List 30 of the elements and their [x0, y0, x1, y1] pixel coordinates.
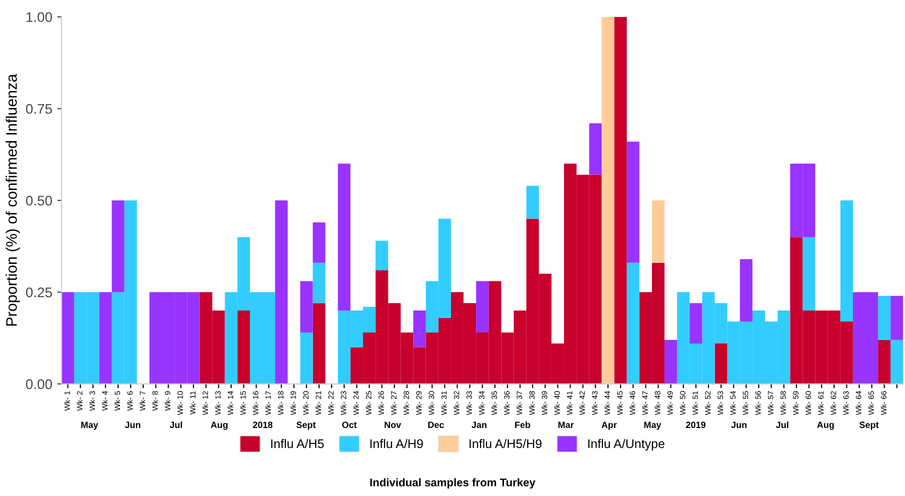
text: 2018	[252, 422, 272, 428]
y-axis-title: Proportion (%) of confirmed Influenza	[6, 74, 20, 326]
y-tick-label: 0.50	[26, 196, 52, 206]
text: 2019	[686, 422, 706, 428]
legend-label: Influ A/H5/H9	[470, 438, 542, 448]
text: Jul	[170, 421, 182, 428]
text: May	[81, 422, 98, 430]
legend-label: Influ A/H5	[271, 438, 324, 448]
text: Jan	[472, 422, 486, 428]
y-tick-label: 0.00	[26, 379, 52, 390]
y-tick-label: 0.75	[26, 104, 52, 114]
text: Individual samples from Turkey	[370, 478, 536, 489]
text: Sept	[296, 422, 316, 430]
text: May	[644, 422, 662, 430]
text: Nov	[384, 422, 402, 428]
text: Apr	[602, 422, 617, 430]
text: Jun	[124, 422, 140, 428]
text: Oct	[342, 422, 357, 428]
legend-label: Influ A/Untype	[588, 438, 664, 451]
text: Feb	[515, 421, 530, 428]
text: Jun	[731, 422, 747, 428]
y-tick-label: 0.25	[26, 287, 52, 298]
text: Aug	[210, 422, 228, 430]
text: Mar	[558, 422, 574, 428]
text: Sept	[859, 422, 879, 430]
text: Dec	[428, 422, 444, 428]
legend-label: Influ A/H9	[370, 438, 423, 448]
text: Aug	[817, 422, 834, 430]
text: Jul	[776, 421, 788, 428]
y-tick-label: 1.00	[26, 12, 52, 22]
